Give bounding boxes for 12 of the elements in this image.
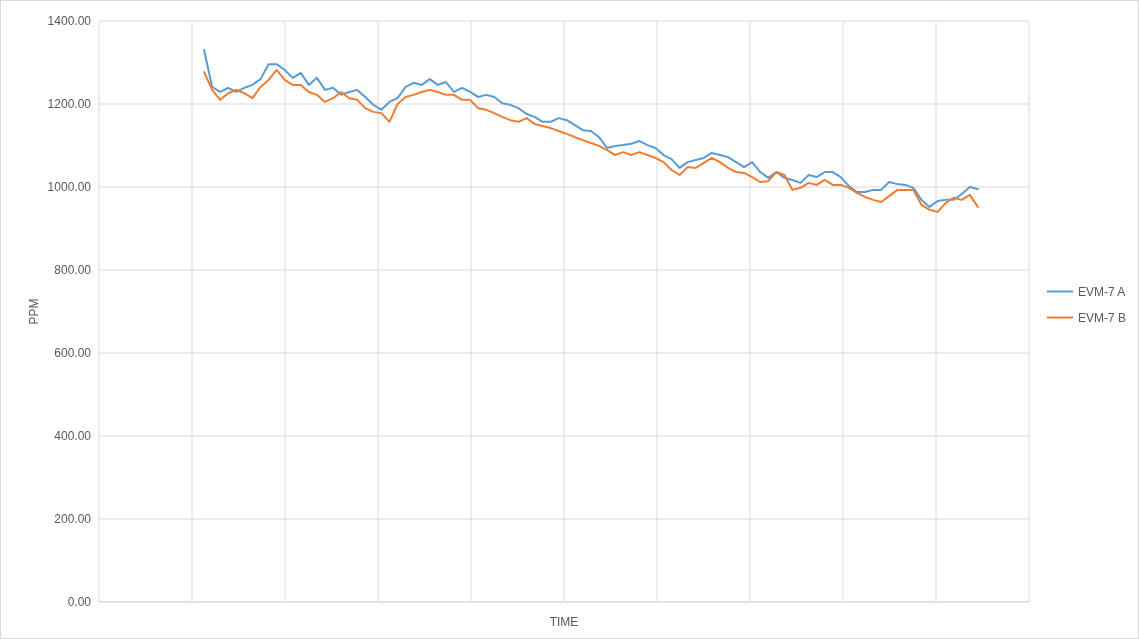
y-tick-label: 0.00 <box>67 595 92 610</box>
y-tick-label: 800.00 <box>54 263 92 278</box>
y-tick-label: 1400.00 <box>47 14 92 29</box>
y-tick-label: 400.00 <box>54 429 92 444</box>
y-tick-label: 600.00 <box>54 346 92 361</box>
y-tick-label: 200.00 <box>54 512 92 527</box>
y-axis-title: PPM <box>27 298 41 325</box>
legend-label: EVM-7 B <box>1078 310 1127 325</box>
legend-label: EVM-7 A <box>1078 284 1126 299</box>
y-tick-label: 1000.00 <box>47 180 92 195</box>
x-axis-title: TIME <box>549 615 579 629</box>
y-tick-label: 1200.00 <box>47 97 92 112</box>
